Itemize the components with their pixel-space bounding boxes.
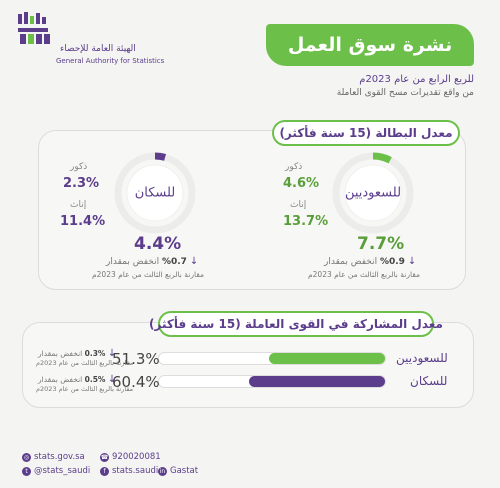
total-females-value: 11.4%	[60, 214, 106, 229]
saudi-donut-label: للسعوديين	[344, 185, 402, 201]
footer-phone[interactable]: ☎ 920020081	[100, 452, 161, 462]
participation-total-change: ↓ 0.5% انخفض بمقدار	[38, 374, 117, 385]
total-females-label: إناث	[70, 200, 87, 210]
participation-total-value: 60.4%	[112, 373, 160, 391]
footer-facebook[interactable]: f stats.saudi	[100, 466, 158, 476]
unemployment-title: معدل البطالة (15 سنة فأكثر)	[272, 120, 460, 146]
saudi-females-label: إناث	[290, 200, 307, 210]
logo-english-text: General Authority for Statistics	[56, 57, 165, 65]
gastat-logo-icon	[18, 12, 50, 44]
footer-website[interactable]: ◎ stats.gov.sa	[22, 452, 85, 462]
total-males-value: 2.3%	[63, 176, 100, 191]
participation-saudi-name: للسعوديين	[396, 351, 448, 365]
saudi-change: ↓ %0.9 انخفض بمقدار	[324, 256, 417, 267]
phone-icon: ☎	[100, 452, 109, 462]
gastat-logo: الهيئة العامة للإحصاء General Authority …	[12, 10, 164, 66]
participation-total-bar	[248, 376, 385, 387]
facebook-icon: f	[100, 466, 109, 476]
saudi-males-label: ذكور	[285, 162, 303, 172]
saudi-unemployment-donut: للسعوديين	[330, 150, 416, 236]
source-subtitle: من واقع تقديرات مسح القوى العاملة	[336, 88, 474, 98]
participation-saudi-value: 51.3%	[112, 350, 160, 368]
arrow-down-icon: ↓	[107, 374, 117, 385]
quarter-subtitle: للربع الرابع من عام 2023م	[359, 74, 474, 85]
participation-total-compare: مقارنة بالربع الثالث من عام 2023م	[36, 385, 134, 393]
linkedin-icon: in	[158, 466, 167, 476]
participation-total-track	[158, 375, 386, 388]
total-unemployment-donut: للسكان	[112, 150, 198, 236]
participation-title: معدل المشاركة في القوى العاملة (15 سنة ف…	[149, 311, 443, 337]
saudi-males-value: 4.6%	[283, 176, 320, 191]
participation-saudi-track	[158, 352, 386, 365]
twitter-icon: t	[22, 466, 31, 476]
globe-icon: ◎	[22, 452, 31, 462]
participation-saudi-compare: مقارنة بالربع الثالث من عام 2023م	[36, 359, 134, 367]
total-males-label: ذكور	[70, 162, 88, 172]
footer-linkedin[interactable]: in Gastat	[158, 466, 199, 476]
participation-saudi-change: ↓ 0.3% انخفض بمقدار	[38, 348, 117, 359]
footer-twitter[interactable]: t @stats_saudi	[22, 466, 90, 476]
participation-total-name: للسكان	[410, 374, 448, 388]
logo-arabic-text: الهيئة العامة للإحصاء	[60, 44, 136, 54]
bulletin-title: نشرة سوق العمل	[266, 24, 474, 66]
total-change: ↓ %0.7 انخفض بمقدار	[106, 256, 199, 267]
total-donut-label: للسكان	[134, 185, 176, 201]
total-unemployment-arc	[114, 152, 196, 234]
saudi-females-value: 13.7%	[283, 214, 329, 229]
arrow-down-icon: ↓	[407, 256, 417, 267]
saudi-compare: مقارنة بالربع الثالث من عام 2023م	[308, 270, 421, 279]
arrow-down-icon: ↓	[189, 256, 199, 267]
saudi-unemployment-total: 7.7%	[357, 234, 405, 254]
participation-saudi-bar	[269, 353, 385, 364]
total-unemployment-total: 4.4%	[134, 234, 182, 254]
total-compare: مقارنة بالربع الثالث من عام 2023م	[92, 270, 205, 279]
saudi-unemployment-arc	[332, 152, 414, 234]
arrow-down-icon: ↓	[107, 348, 117, 359]
